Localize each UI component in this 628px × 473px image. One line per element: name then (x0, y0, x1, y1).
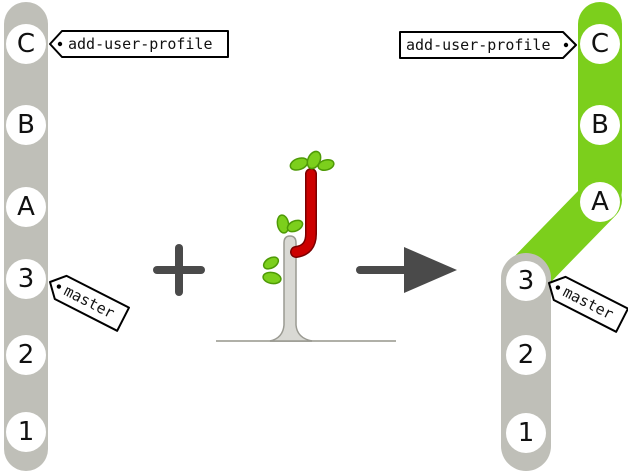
after-master-tag: master (548, 275, 628, 333)
after-commit-2: 2 (506, 335, 546, 375)
before-history: C B A 3 2 1 add-user-profile (4, 2, 229, 471)
before-commit-b: B (6, 105, 46, 145)
commit-label: B (591, 110, 609, 140)
right-arrow-icon (356, 247, 457, 293)
commit-label: A (591, 187, 609, 217)
commit-label: 3 (518, 266, 535, 296)
before-commit-1: 1 (6, 412, 46, 452)
plus-icon (153, 244, 205, 296)
leaf-icon (289, 150, 335, 172)
after-commit-a: A (580, 182, 620, 222)
leaf-icon (276, 214, 304, 234)
before-master-tag: master (49, 274, 130, 332)
branch-graft-icon (216, 150, 396, 342)
before-branch-track (4, 2, 48, 471)
before-commit-3: 3 (6, 259, 46, 299)
after-commit-3: 3 (506, 261, 546, 301)
leaf-icon (262, 256, 282, 285)
commit-label: A (17, 192, 35, 222)
after-history: C B A 3 2 1 add-user-profile (399, 2, 628, 471)
after-feature-tag: add-user-profile (399, 31, 577, 59)
after-commit-c: C (580, 24, 620, 64)
commit-label: 1 (518, 418, 535, 448)
tag-label: add-user-profile (68, 35, 213, 53)
commit-label: C (17, 29, 35, 59)
commit-label: 1 (18, 417, 35, 447)
stem-base (269, 235, 313, 342)
after-commit-b: B (580, 105, 620, 145)
commit-label: 3 (18, 264, 35, 294)
before-commit-2: 2 (6, 335, 46, 375)
commit-label: B (17, 110, 35, 140)
tag-label: add-user-profile (406, 36, 551, 54)
before-feature-tag: add-user-profile (49, 30, 229, 58)
commit-label: 2 (18, 340, 35, 370)
before-commit-c: C (6, 24, 46, 64)
after-commit-1: 1 (506, 413, 546, 453)
commit-label: 2 (518, 340, 535, 370)
before-commit-a: A (6, 187, 46, 227)
commit-label: C (591, 29, 609, 59)
